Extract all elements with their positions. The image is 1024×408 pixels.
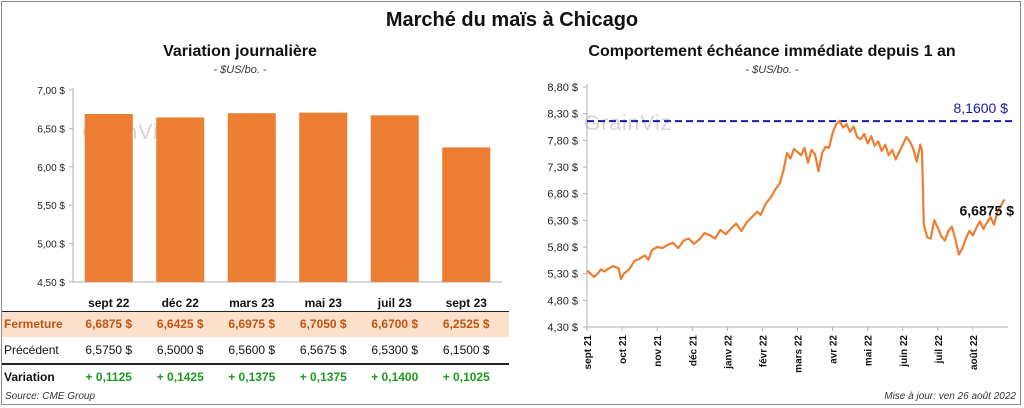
table-cell: + 0,1025 (442, 370, 490, 384)
table-divider (2, 363, 509, 365)
table-cell: 6,7050 $ (299, 317, 347, 331)
bar-1 (156, 117, 205, 283)
x-tick-label: mars 22 (794, 335, 805, 373)
table-cell: + 0,1125 (85, 370, 132, 384)
x-tick-label: mai 22 (864, 335, 875, 367)
x-tick-label: déc 21 (688, 335, 699, 367)
table-cell: 6,6425 $ (156, 317, 204, 331)
table-cell: 6,5600 $ (228, 343, 276, 357)
x-tick-label: janv 22 (723, 335, 734, 370)
y-tick-label: 5,50 $ (37, 201, 65, 212)
bar-0 (84, 114, 133, 282)
y-tick-label: 4,50 $ (37, 278, 65, 289)
table-cell: 6,5300 $ (371, 343, 419, 357)
watermark-right: GrainViz (584, 112, 673, 135)
row-label: Précédent (4, 343, 59, 357)
page-title: Marché du maïs à Chicago (385, 9, 639, 31)
bar-2 (227, 113, 276, 283)
x-tick-label: avr 22 (829, 335, 840, 364)
table-cell: + 0,1375 (228, 370, 276, 384)
y-tick-label: 8,80 $ (547, 82, 578, 94)
row-label: Fermeture (4, 317, 63, 331)
x-tick-label: oct 21 (618, 335, 629, 364)
price-series-line (586, 119, 1006, 281)
source-note: Source: CME Group (5, 391, 96, 402)
x-tick-label: févr 22 (758, 335, 769, 368)
y-tick-label: 6,30 $ (547, 215, 578, 227)
bar-4 (370, 115, 419, 283)
row-label: Variation (4, 370, 55, 384)
x-category-label: sept 22 (88, 296, 130, 310)
table-cell: 6,5750 $ (85, 343, 133, 357)
y-tick-label: 5,30 $ (547, 269, 578, 281)
x-category-label: juil 23 (377, 296, 412, 310)
y-tick-label: 4,30 $ (547, 322, 578, 334)
x-category-label: mai 23 (305, 296, 343, 310)
table-cell: + 0,1400 (371, 370, 419, 384)
table-cell: 6,1500 $ (442, 343, 490, 357)
y-tick-label: 5,80 $ (547, 242, 578, 254)
x-category-label: déc 22 (162, 296, 200, 310)
y-tick-label: 4,80 $ (547, 295, 578, 307)
x-category-label: sept 23 (446, 296, 488, 310)
table-row-variation: Variation + 0,1125 + 0,1425 + 0,1375 + 0,13… (2, 365, 509, 390)
table-cell: 6,6875 $ (85, 317, 133, 331)
last-price-label: 6,6875 $ (960, 203, 1015, 219)
table-row-precedent: Précédent 6,5750 $ 6,5000 $ 6,5600 $ 6,5675… (2, 338, 509, 363)
y-tick-label: 7,30 $ (547, 162, 578, 174)
table-cell: 6,6700 $ (371, 317, 419, 331)
y-tick-label: 6,50 $ (37, 124, 65, 135)
x-tick-label: sept 21 (583, 335, 594, 370)
y-tick-label: 5,00 $ (37, 240, 65, 251)
table-cell: + 0,1375 (299, 370, 347, 384)
table-cell: + 0,1425 (156, 370, 204, 384)
table-cell: 6,5675 $ (299, 343, 347, 357)
table-row-fermeture: Fermeture 6,6875 $ 6,6425 $ 6,6975 $ 6,7050… (2, 312, 509, 337)
x-tick-label: nov 21 (653, 335, 664, 367)
bar-chart-title: Variation journalière (163, 43, 317, 60)
bar-3 (299, 112, 348, 282)
update-note: Mise à jour: ven 26 août 2022 (884, 391, 1016, 402)
y-tick-label: 7,80 $ (547, 135, 578, 147)
y-tick-label: 8,30 $ (547, 109, 578, 121)
x-category-label: mars 23 (229, 296, 275, 310)
bar-chart-subtitle: - $US/bo. - (213, 64, 267, 76)
line-chart-title: Comportement échéance immédiate depuis 1… (588, 43, 956, 60)
reference-label: 8,1600 $ (954, 100, 1009, 116)
bar-5 (442, 147, 491, 282)
y-tick-label: 7,00 $ (37, 86, 65, 97)
x-tick-label: juil 22 (934, 335, 945, 365)
x-tick-label: juin 22 (899, 335, 910, 368)
table-cell: 6,6975 $ (228, 317, 276, 331)
y-tick-label: 6,80 $ (547, 189, 578, 201)
x-tick-label: août 22 (969, 335, 980, 370)
table-cell: 6,5000 $ (156, 343, 204, 357)
table-cell: 6,2525 $ (442, 317, 490, 331)
line-chart-subtitle: - $US/bo. - (745, 64, 799, 76)
y-tick-label: 6,00 $ (37, 163, 65, 174)
